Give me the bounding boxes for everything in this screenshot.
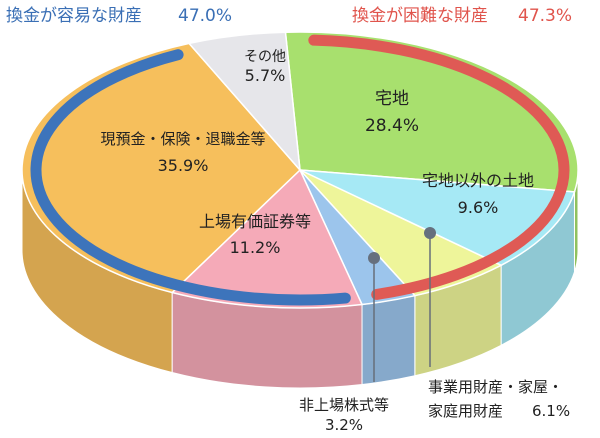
- slice-value-1: 9.6%: [458, 198, 499, 217]
- easy-group-value: 47.0%: [178, 6, 232, 26]
- slice-labels-layer: 宅地 28.4% 宅地以外の土地 9.6% 上場有価証券等 11.2% 現預金・保険・退職金…: [100, 49, 570, 434]
- pie-slice-5: [21, 42, 302, 294]
- pie-slice-1: [299, 169, 576, 267]
- hard-group-label: 換金が困難な財産: [352, 6, 488, 26]
- slice-label-3: 非上場株式等: [299, 396, 389, 414]
- slice-value-5: 35.9%: [158, 156, 209, 175]
- slice-label-4: 上場有価証券等: [199, 212, 311, 231]
- pie-slice-4: [170, 168, 364, 309]
- slice-value-6: 5.7%: [245, 66, 286, 85]
- easy-group-label: 換金が容易な財産: [6, 6, 142, 26]
- leader-dot-3: [368, 252, 380, 264]
- pie-side-layer: [21, 169, 579, 389]
- group-arcs-layer: [30, 34, 570, 306]
- pie-side-3: [361, 295, 416, 386]
- pie-slice-6: [187, 31, 301, 173]
- slice-label2-2: 家庭用財産: [428, 402, 503, 420]
- pie-top-layer: [21, 31, 579, 309]
- hard-group-value: 47.3%: [518, 6, 572, 26]
- slice-label-0: 宅地: [375, 89, 409, 109]
- slice-value-2: 6.1%: [532, 402, 570, 420]
- hard-group-arc: [308, 34, 570, 300]
- slice-label-5: 現預金・保険・退職金等: [100, 130, 265, 148]
- slice-label-6: その他: [244, 49, 286, 65]
- slice-label-2: 事業用財産・家屋・: [428, 378, 563, 396]
- pie-slice-0: [284, 31, 579, 193]
- leader-dot-2: [424, 227, 436, 239]
- slice-value-4: 11.2%: [230, 238, 281, 257]
- slice-label-1: 宅地以外の土地: [422, 171, 534, 190]
- easy-group-arc: [30, 49, 351, 306]
- slice-value-3: 3.2%: [325, 416, 363, 434]
- header-layer: 換金が容易な財産 47.0% 換金が困難な財産 47.3%: [6, 6, 572, 26]
- slice-value-0: 28.4%: [365, 116, 419, 136]
